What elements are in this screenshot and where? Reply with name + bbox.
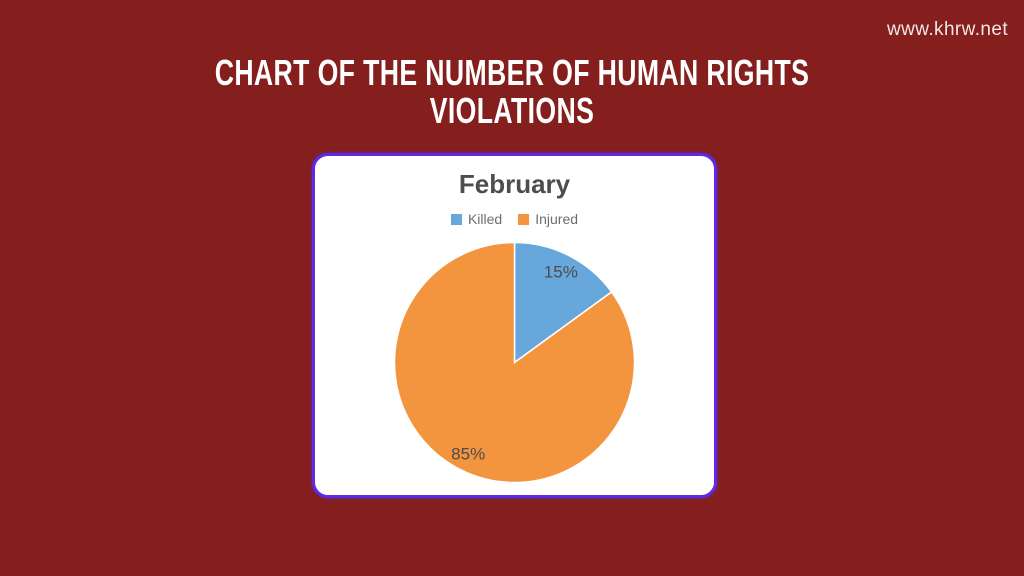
pie-slice-injured	[393, 241, 636, 484]
chart-title: February	[458, 169, 571, 199]
legend-item-injured: Injured	[518, 211, 578, 227]
website-url: www.khrw.net	[887, 19, 1008, 40]
pie-chart: 15% 85%	[315, 240, 714, 485]
chart-card: February Killed Injured 15% 85%	[312, 153, 717, 498]
pie-slice-label-injured: 85%	[451, 444, 485, 463]
pie-slice-killed	[513, 241, 613, 364]
legend-item-killed: Killed	[450, 211, 503, 227]
pie-slice-label-killed: 15%	[544, 263, 578, 282]
page-title-text: CHART OF THE NUMBER OF HUMAN RIGHTS VIOL…	[214, 52, 810, 132]
pie-chart-svg: 15% 85%	[393, 241, 636, 484]
legend-swatch-injured	[518, 213, 530, 225]
legend-label-injured: Injured	[535, 211, 579, 227]
legend-label-killed: Killed	[467, 211, 503, 227]
legend-swatch-killed	[450, 213, 462, 225]
page-title: CHART OF THE NUMBER OF HUMAN RIGHTS VIOL…	[133, 52, 891, 132]
chart-legend: Killed Injured	[315, 211, 714, 227]
